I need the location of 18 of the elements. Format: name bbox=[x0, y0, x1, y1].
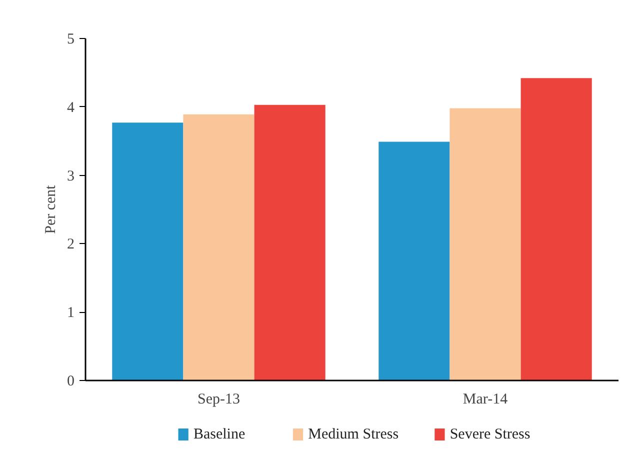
y-axis-title: Per cent bbox=[43, 184, 59, 234]
bar bbox=[520, 78, 592, 380]
x-tick-label: Mar-14 bbox=[462, 392, 508, 408]
bar bbox=[450, 108, 521, 380]
y-tick-label: 3 bbox=[67, 168, 74, 184]
bar bbox=[378, 142, 450, 380]
legend-label: Medium Stress bbox=[308, 426, 399, 442]
y-tick-label: 4 bbox=[67, 100, 75, 116]
legend-label: Baseline bbox=[193, 426, 246, 442]
y-tick-label: 5 bbox=[67, 32, 74, 48]
bar bbox=[183, 114, 254, 380]
y-tick-label: 1 bbox=[67, 305, 74, 322]
y-tick-label: 2 bbox=[67, 236, 74, 253]
legend-label: Severe Stress bbox=[450, 426, 530, 442]
y-tick-label: 0 bbox=[67, 374, 74, 390]
bar bbox=[112, 122, 184, 380]
x-tick-label: Sep-13 bbox=[198, 392, 240, 408]
bar bbox=[254, 104, 326, 380]
